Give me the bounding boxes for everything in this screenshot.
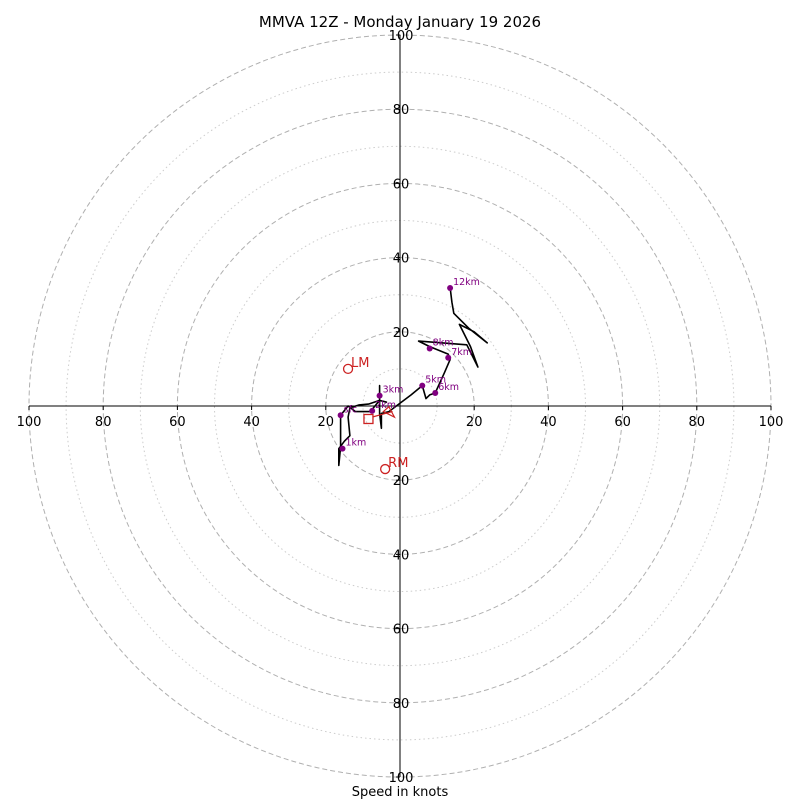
y-tick-label: 40 bbox=[393, 252, 410, 267]
x-tick-label: 100 bbox=[759, 415, 784, 430]
x-tick-label: 60 bbox=[169, 415, 186, 430]
height-marker-dot bbox=[369, 407, 376, 414]
height-marker-label: 6km bbox=[438, 382, 459, 393]
storm-motion-marker bbox=[342, 363, 354, 375]
shear-vector-line bbox=[372, 410, 393, 418]
height-marker-dot bbox=[339, 445, 346, 452]
y-tick-label: 60 bbox=[393, 623, 410, 638]
mean-wind-marker bbox=[363, 413, 374, 425]
y-tick-label: 20 bbox=[393, 474, 410, 489]
tick-labels: 100 80 60 40 20 20 40 60 80 100 100 80 60 40 20 20 40 60 8… bbox=[17, 29, 784, 786]
x-tick-label: 80 bbox=[689, 415, 706, 430]
storm-motion-label: RM bbox=[388, 456, 408, 471]
y-tick-label: 80 bbox=[393, 103, 410, 118]
height-marker-label: 1km bbox=[345, 438, 366, 449]
x-tick-label: 80 bbox=[95, 415, 112, 430]
height-marker-label: sfc bbox=[344, 404, 358, 415]
height-marker-label: 5km bbox=[425, 375, 446, 386]
storm-motion-label: LM bbox=[351, 356, 369, 371]
height-marker-dot bbox=[445, 354, 452, 361]
height-marker-dot bbox=[432, 390, 439, 397]
chart-title: MMVA 12Z - Monday January 19 2026 bbox=[259, 13, 541, 31]
height-marker-dot bbox=[447, 285, 454, 292]
x-axis-label: Speed in knots bbox=[352, 785, 449, 800]
x-tick-label: 20 bbox=[318, 415, 335, 430]
height-marker-label: 2km bbox=[375, 400, 396, 411]
height-marker-dot bbox=[419, 382, 426, 389]
x-tick-label: 100 bbox=[17, 415, 42, 430]
height-marker-dot bbox=[426, 345, 433, 352]
y-tick-label: 60 bbox=[393, 177, 410, 192]
x-tick-label: 40 bbox=[243, 415, 260, 430]
storm-motion-marker bbox=[380, 463, 391, 475]
storm-motions: LM RM bbox=[342, 356, 408, 475]
y-tick-label: 80 bbox=[393, 697, 410, 712]
y-tick-label: 40 bbox=[393, 548, 410, 563]
x-tick-label: 20 bbox=[466, 415, 483, 430]
y-tick-label: 100 bbox=[389, 29, 414, 44]
shear-vector-arrowhead bbox=[382, 405, 396, 419]
height-marker-label: 12km bbox=[453, 277, 480, 288]
y-tick-label: 100 bbox=[389, 771, 414, 786]
x-tick-label: 60 bbox=[614, 415, 631, 430]
height-marker-label: 8km bbox=[433, 337, 454, 348]
height-marker-dot bbox=[337, 412, 344, 419]
height-marker-label: 7km bbox=[451, 347, 472, 358]
axes bbox=[28, 34, 772, 778]
x-tick-label: 40 bbox=[540, 415, 557, 430]
y-tick-label: 20 bbox=[393, 326, 410, 341]
height-marker-dot bbox=[376, 392, 383, 399]
height-marker-label: 3km bbox=[383, 385, 404, 396]
